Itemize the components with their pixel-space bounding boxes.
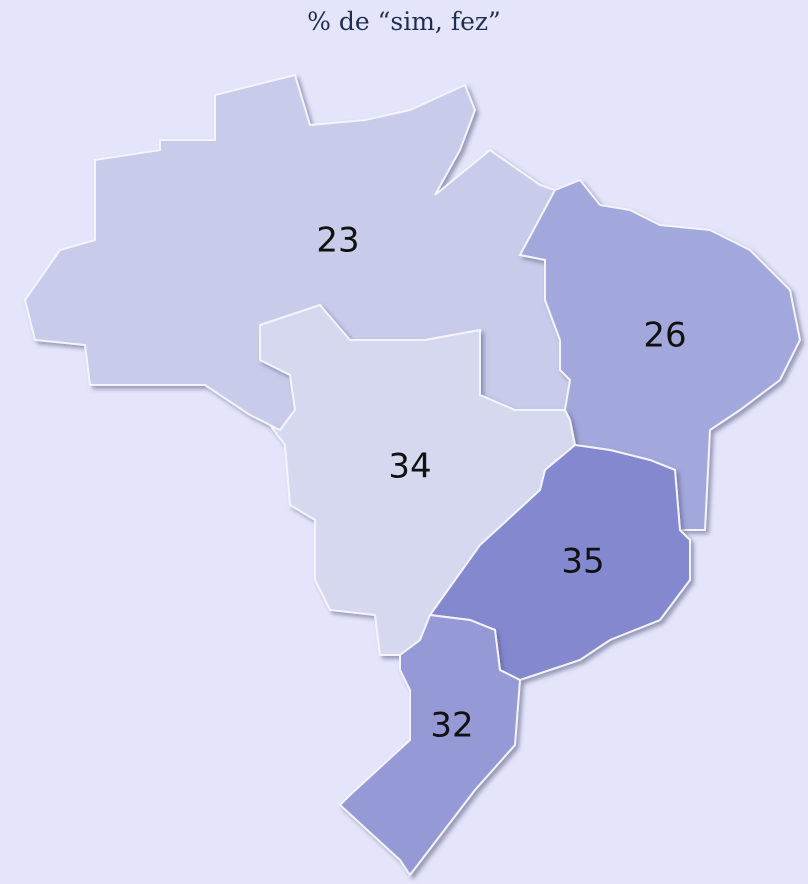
- region-value-label: 23: [316, 221, 359, 261]
- region-value-label: 35: [561, 542, 604, 582]
- region-value-label: 34: [388, 447, 431, 487]
- region: [338, 613, 522, 877]
- regions: 23 26 34 35 32: [23, 73, 802, 877]
- region: [428, 443, 691, 682]
- region-value-label: 26: [643, 316, 686, 356]
- region: [518, 178, 802, 531]
- map-title: % de “sim, fez”: [307, 7, 501, 36]
- region-value-label: 32: [430, 706, 473, 746]
